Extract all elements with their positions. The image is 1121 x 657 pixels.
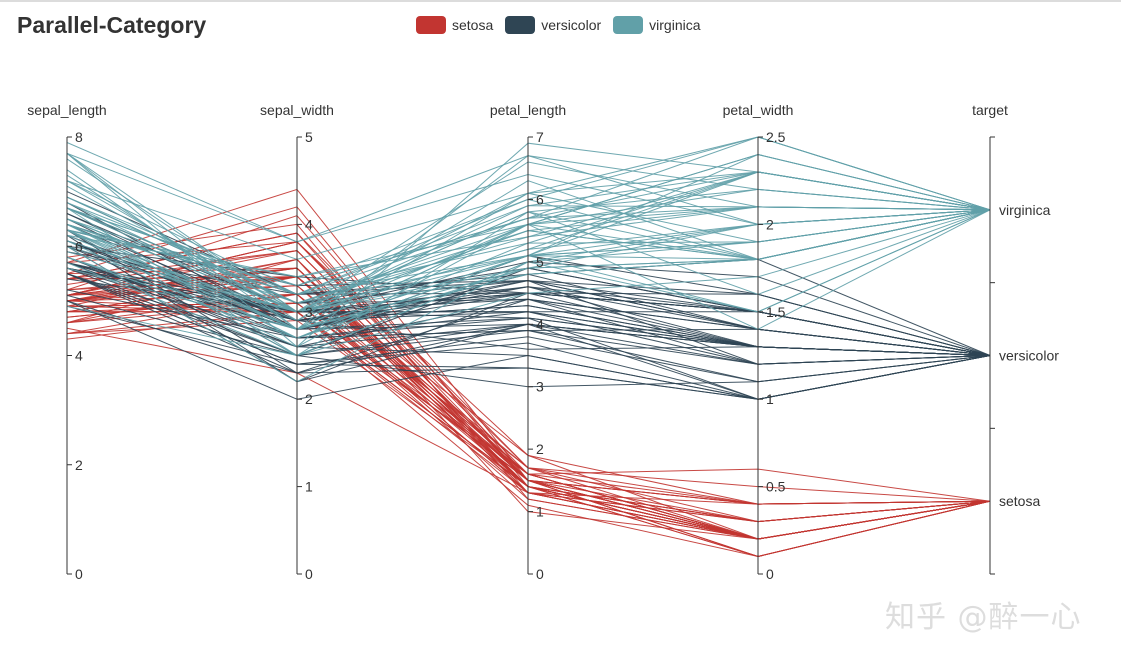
axis-sepal_width: sepal_width 0 1 2 3 4 5 [260, 102, 334, 582]
axis-sepal_length: sepal_length 0 2 4 6 8 [27, 102, 106, 582]
legend-swatch-setosa [416, 16, 446, 34]
watermark: 知乎 @醉一心 [885, 600, 1082, 635]
tick-label-petal_length-6: 6 [536, 191, 544, 207]
tick-label-petal_width-0.5: 0.5 [766, 479, 786, 495]
tick-label-sepal_length-2: 2 [75, 457, 83, 473]
tick-label-petal_length-2: 2 [536, 441, 544, 457]
tick-label-sepal_length-4: 4 [75, 348, 83, 364]
axis-name-sepal_length: sepal_length [27, 102, 106, 118]
axis-name-sepal_width: sepal_width [260, 102, 334, 118]
legend: setosa versicolor virginica [416, 16, 701, 34]
tick-label-petal_width-0: 0 [766, 566, 774, 582]
tick-label-setosa: setosa [999, 493, 1040, 509]
axis-name-petal_width: petal_width [723, 102, 794, 118]
tick-label-petal_length-3: 3 [536, 379, 544, 395]
tick-label-sepal_width-4: 4 [305, 216, 313, 232]
tick-label-petal_length-5: 5 [536, 254, 544, 270]
legend-item-virginica[interactable]: virginica [613, 16, 701, 34]
legend-label-setosa: setosa [452, 17, 494, 33]
tick-label-petal_width-1: 1 [766, 391, 774, 407]
axis-petal_width: petal_width 0 0.5 1 1.5 2 2.5 [723, 102, 794, 582]
tick-label-petal_length-7: 7 [536, 129, 544, 145]
tick-label-petal_width-2: 2 [766, 216, 774, 232]
tick-label-petal_length-4: 4 [536, 316, 544, 332]
axis-name-target: target [972, 102, 1008, 118]
tick-label-sepal_width-1: 1 [305, 479, 313, 495]
chart-title: Parallel-Category [17, 12, 207, 38]
tick-label-sepal_length-8: 8 [75, 129, 83, 145]
tick-label-petal_length-1: 1 [536, 504, 544, 520]
tick-label-petal_width-1.5: 1.5 [766, 304, 786, 320]
legend-swatch-virginica [613, 16, 644, 34]
tick-label-sepal_length-6: 6 [75, 238, 83, 254]
axis-name-petal_length: petal_length [490, 102, 566, 118]
tick-label-sepal_width-2: 2 [305, 391, 313, 407]
tick-label-versicolor: versicolor [999, 348, 1059, 364]
tick-label-virginica: virginica [999, 202, 1051, 218]
top-border [0, 0, 1121, 2]
tick-label-sepal_width-0: 0 [305, 566, 313, 582]
tick-label-sepal_width-3: 3 [305, 304, 313, 320]
tick-label-petal_length-0: 0 [536, 566, 544, 582]
legend-label-versicolor: versicolor [541, 17, 602, 33]
tick-label-sepal_width-5: 5 [305, 129, 313, 145]
legend-item-versicolor[interactable]: versicolor [505, 16, 601, 34]
axis-petal_length: petal_length 0 1 2 3 4 5 6 7 [490, 102, 566, 582]
legend-item-setosa[interactable]: setosa [416, 16, 493, 34]
legend-label-virginica: virginica [649, 17, 701, 33]
tick-label-sepal_length-0: 0 [75, 566, 83, 582]
legend-swatch-versicolor [505, 16, 536, 34]
tick-label-petal_width-2.5: 2.5 [766, 129, 786, 145]
axes: sepal_length02468sepal_width012345petal_… [27, 102, 1059, 582]
axis-target: target setosa versicolor virginica [972, 102, 1059, 575]
